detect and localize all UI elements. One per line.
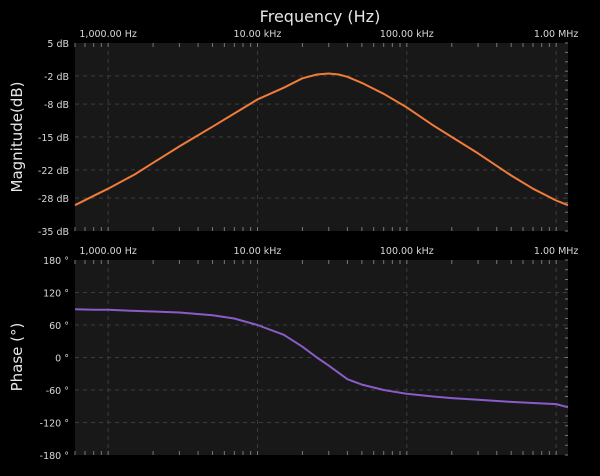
y-tick-label: -60 °	[46, 386, 69, 397]
phase-axis-label: Phase (°)	[8, 323, 26, 392]
magnitude-axis-label: Magnitude(dB)	[8, 82, 26, 193]
y-tick-label: -22 dB	[38, 166, 69, 177]
x-tick-label: 1.00 MHz	[534, 29, 579, 40]
phase-panel: 180 ° 120 ° 60 ° 0 ° -60 ° -120 ° -180 ° 1,000.…	[40, 246, 579, 462]
x-tick-label: 1,000.00 Hz	[79, 246, 136, 257]
y-tick-label: -15 dB	[38, 133, 69, 144]
y-tick-label: 180 °	[43, 256, 69, 267]
y-tick-label: 60 °	[49, 321, 69, 332]
y-tick-label: -2 dB	[44, 72, 69, 83]
y-tick-label: -120 °	[40, 419, 69, 430]
magnitude-panel: 5 dB -2 dB -8 dB -15 dB -22 dB -28 dB -35 dB 1,…	[38, 29, 579, 238]
y-tick-label: 120 °	[43, 289, 69, 300]
x-tick-label: 1.00 MHz	[534, 246, 579, 257]
series-line	[74, 72, 569, 207]
y-tick-label: 0 °	[55, 354, 69, 365]
chart-title: Frequency (Hz)	[260, 7, 381, 26]
y-tick-label: -35 dB	[38, 227, 69, 238]
x-tick-label: 10.00 kHz	[234, 246, 282, 257]
x-tick-label: 10.00 kHz	[234, 29, 282, 40]
y-tick-label: -8 dB	[44, 100, 69, 111]
x-tick-label: 100.00 kHz	[380, 246, 434, 257]
series-line	[74, 308, 569, 409]
x-tick-label: 100.00 kHz	[380, 29, 434, 40]
y-tick-label: 5 dB	[47, 39, 69, 50]
y-tick-label: -180 °	[40, 451, 69, 462]
y-tick-label: -28 dB	[38, 194, 69, 205]
x-tick-label: 1,000.00 Hz	[79, 29, 136, 40]
